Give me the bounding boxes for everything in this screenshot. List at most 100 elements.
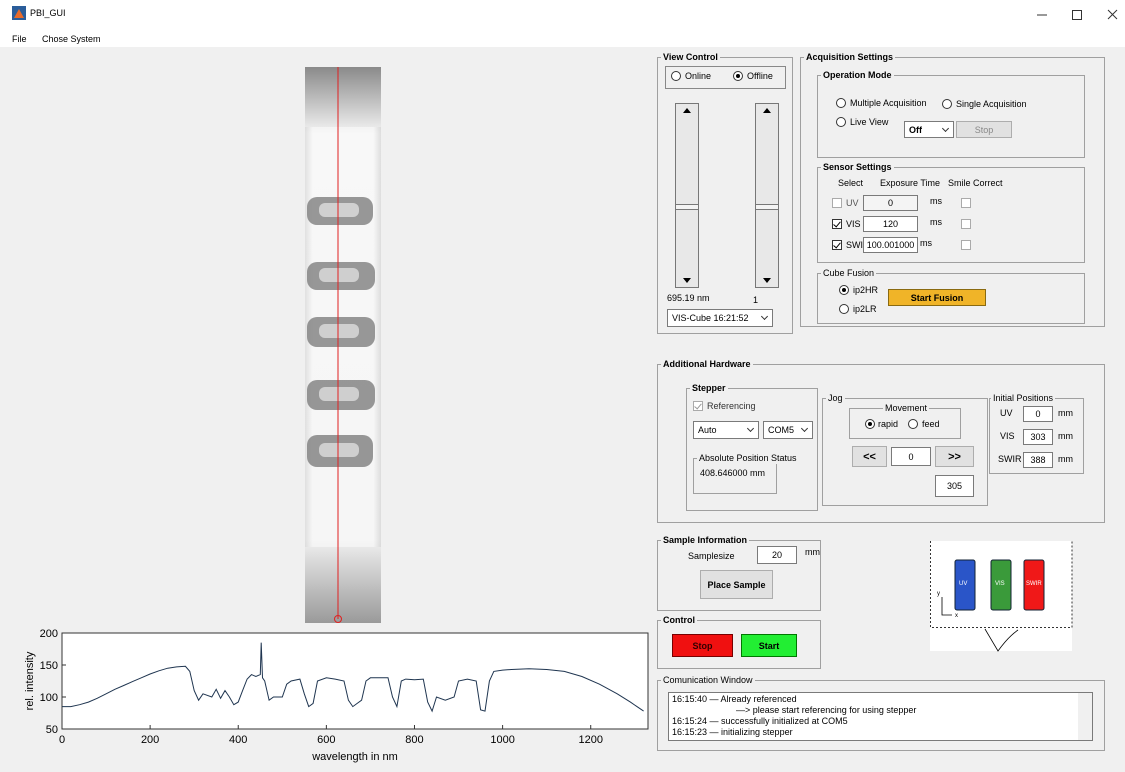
cube-select[interactable]: VIS-Cube 16:21:52 — [667, 309, 773, 327]
column-header: Select — [838, 177, 863, 189]
radio-ip2hr[interactable] — [839, 285, 849, 295]
unit: mm — [1058, 453, 1073, 465]
samplesize-input[interactable]: 20 — [757, 546, 797, 564]
title-bar — [0, 0, 1125, 29]
y-tick-label: 50 — [46, 724, 58, 736]
column-header: Smile Correct — [948, 177, 1003, 189]
x-tick-label: 200 — [141, 734, 159, 746]
group-title: Cube Fusion — [821, 267, 876, 279]
radio-single[interactable] — [942, 99, 952, 109]
y-tick-label: 200 — [40, 628, 58, 640]
group-title: Additional Hardware — [661, 358, 753, 370]
position-input[interactable]: 303 — [1023, 429, 1053, 445]
port-select[interactable]: COM5 — [763, 421, 813, 439]
exposure-input[interactable]: 0 — [863, 195, 918, 211]
radio-rapid[interactable] — [865, 419, 875, 429]
radio-multiple[interactable] — [836, 98, 846, 108]
radio-live[interactable] — [836, 117, 846, 127]
smile-checkbox[interactable] — [961, 240, 971, 250]
start-button[interactable]: Start — [741, 634, 797, 657]
stop-live-button[interactable]: Stop — [956, 121, 1012, 138]
menu-item[interactable]: Chose System — [42, 33, 101, 45]
unit: mm — [805, 546, 820, 558]
log-scrollbar[interactable] — [1078, 693, 1092, 740]
plot-area — [62, 633, 648, 729]
exposure-input[interactable]: 100.001000 — [863, 237, 918, 253]
sensor-checkbox[interactable] — [832, 240, 842, 250]
group-title: Control — [661, 614, 697, 626]
sensor-checkbox[interactable] — [832, 219, 842, 229]
window-controls[interactable] — [1030, 6, 1120, 22]
jog-step-input[interactable]: 0 — [891, 447, 931, 466]
sensor-label: SWIR — [1026, 578, 1042, 590]
jog-target-input[interactable]: 305 — [935, 475, 974, 497]
sensor-label: VIS — [995, 578, 1005, 590]
position-input[interactable]: 388 — [1023, 452, 1053, 468]
radio-online[interactable] — [671, 71, 681, 81]
group-title: Jog — [826, 392, 845, 404]
radio-label: feed — [922, 418, 940, 430]
group-title: Acquisition Settings — [804, 51, 895, 63]
x-tick-label: 600 — [317, 734, 335, 746]
log-line: 16:15:23 — initializing stepper — [672, 727, 793, 737]
axis-label: x — [955, 610, 958, 622]
place-sample-button[interactable]: Place Sample — [700, 570, 773, 599]
band-slider[interactable] — [755, 103, 779, 288]
radio-feed[interactable] — [908, 419, 918, 429]
sensor-label: UV — [959, 578, 967, 590]
setup-drawing — [930, 541, 1073, 653]
band-readout: 1 — [753, 294, 758, 306]
unit: ms — [920, 237, 932, 249]
x-tick-label: 1200 — [578, 734, 602, 746]
radio-label: Single Acquisition — [956, 98, 1027, 110]
menu-item[interactable]: File — [12, 33, 27, 45]
smile-checkbox[interactable] — [961, 198, 971, 208]
unit: mm — [1058, 430, 1073, 442]
group-title: Sample Information — [661, 534, 749, 546]
sensor-checkbox[interactable] — [832, 198, 842, 208]
unit: mm — [1058, 407, 1073, 419]
menu-bar — [0, 29, 1125, 47]
x-tick-label: 0 — [59, 734, 65, 746]
referencing-checkbox[interactable] — [693, 401, 703, 411]
mode-select[interactable]: Auto — [693, 421, 759, 439]
position-status: 408.646000 mm — [700, 467, 765, 479]
x-tick-label: 1000 — [490, 734, 514, 746]
y-axis-label: rel. intensity — [24, 651, 36, 710]
wavelength-slider[interactable] — [675, 103, 699, 288]
app-icon — [12, 6, 26, 20]
y-tick-label: 100 — [40, 692, 58, 704]
radio-label: ip2LR — [853, 303, 877, 315]
unit: ms — [930, 195, 942, 207]
group-title: Sensor Settings — [821, 161, 894, 173]
smile-checkbox[interactable] — [961, 219, 971, 229]
group-title: Operation Mode — [821, 69, 894, 81]
jog-back-button[interactable]: << — [852, 446, 887, 467]
sensor-name: SWIR — [998, 453, 1022, 465]
group-title: Comunication Window — [661, 674, 755, 686]
radio-offline[interactable] — [733, 71, 743, 81]
radio-label: Offline — [747, 70, 773, 82]
log-box[interactable]: 16:15:40 — Already referenced —> please … — [668, 692, 1093, 741]
x-tick-label: 400 — [229, 734, 247, 746]
group-title: Initial Positions — [991, 392, 1055, 404]
window-title: PBI_GUI — [30, 7, 66, 19]
radio-ip2lr[interactable] — [839, 304, 849, 314]
live-select[interactable]: Off — [904, 121, 954, 138]
sensor-name: VIS — [846, 218, 861, 230]
jog-forward-button[interactable]: >> — [935, 446, 974, 467]
radio-label: rapid — [878, 418, 898, 430]
stop-button[interactable]: Stop — [672, 634, 733, 657]
spectrum-chart: wavelength in nm rel. intensity 50100150… — [0, 620, 655, 770]
exposure-input[interactable]: 120 — [863, 216, 918, 232]
field-label: Samplesize — [688, 550, 735, 562]
log-line: 16:15:24 — successfully initialized at C… — [672, 716, 848, 726]
start-fusion-button[interactable]: Start Fusion — [888, 289, 986, 306]
sample-image — [305, 67, 381, 623]
wavelength-readout: 695.19 nm — [667, 292, 710, 304]
group-title: Absolute Position Status — [697, 452, 799, 464]
sensor-name: UV — [846, 197, 859, 209]
radio-label: Live View — [850, 116, 888, 128]
position-input[interactable]: 0 — [1023, 406, 1053, 422]
group-title: Movement — [883, 402, 929, 414]
